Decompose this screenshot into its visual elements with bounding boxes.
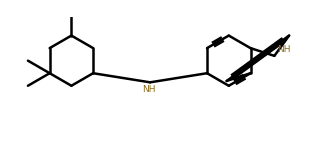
Text: NH: NH [142,85,156,94]
Text: NH: NH [277,45,290,54]
